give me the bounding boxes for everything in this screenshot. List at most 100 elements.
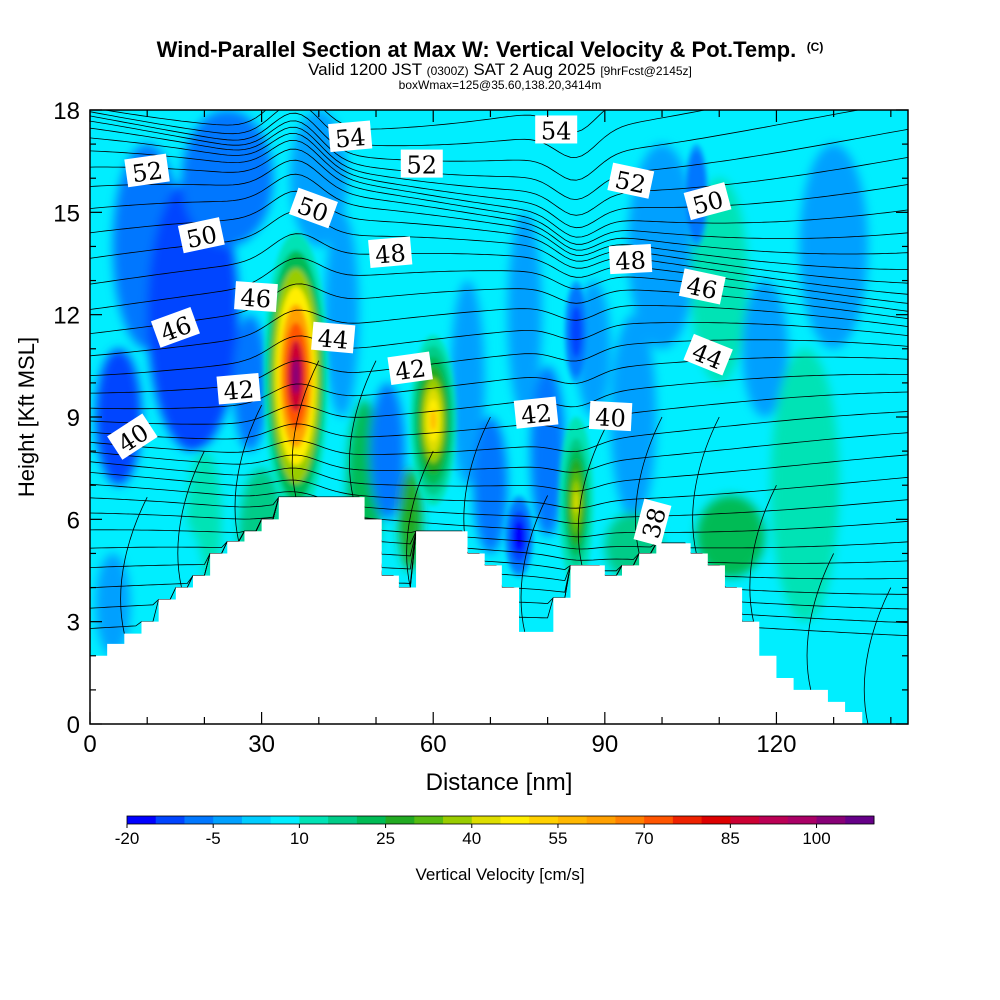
colorbar-tick-label: 40	[462, 829, 481, 848]
theta-contour-line	[90, 159, 908, 255]
colorbar-tick-label: 10	[290, 829, 309, 848]
contour-label-box	[288, 187, 338, 229]
velocity-patch	[324, 212, 359, 417]
theta-contour-line	[90, 257, 908, 312]
contour-label-box	[607, 162, 655, 199]
chart-subtitle-2: boxWmax=125@35.60,138.20,3414m	[399, 78, 602, 92]
theta-contour-line	[90, 190, 908, 284]
subtitle-forecast: [9hrFcst@2145z]	[600, 64, 692, 78]
colorbar-swatch	[356, 816, 387, 824]
colorbar-swatch	[270, 816, 300, 824]
theta-contour-line	[577, 428, 606, 566]
velocity-core	[291, 358, 300, 394]
contour-label-text: 46	[240, 284, 272, 314]
contour-label-text: 54	[541, 117, 572, 145]
contour-label-text: 42	[520, 399, 553, 430]
y-tick-label: 9	[67, 405, 80, 432]
colorbar-label: Vertical Velocity [cm/s]	[415, 865, 584, 884]
colorbar-swatch	[213, 816, 243, 824]
theta-contour-line	[90, 120, 908, 201]
theta-contour-line	[177, 450, 205, 588]
contour-label-box	[513, 396, 559, 429]
contour-label: 38	[633, 498, 672, 547]
contour-label-text: 52	[613, 166, 649, 200]
theta-contour-line	[90, 391, 908, 440]
contour-label: 46	[678, 268, 726, 305]
contour-label: 48	[608, 244, 653, 276]
y-axis-label: Height [Kft MSL]	[14, 337, 39, 497]
theta-contour-line	[692, 416, 720, 554]
colorbar-swatch	[127, 816, 157, 824]
contour-label-box	[400, 149, 443, 178]
velocity-patch	[833, 485, 903, 690]
y-tick-label: 6	[67, 507, 80, 534]
contour-label-box	[216, 372, 261, 405]
contour-label-text: 48	[615, 246, 647, 276]
x-axis: 0 30 60 90 120	[83, 110, 892, 758]
contour-label: 44	[311, 321, 356, 355]
velocity-patch	[473, 417, 508, 554]
chart-title: Wind-Parallel Section at Max W: Vertical…	[157, 37, 824, 62]
theta-contour-line	[90, 411, 908, 455]
colorbar-swatch	[816, 816, 846, 824]
theta-contour-line	[90, 132, 908, 229]
theta-contours	[90, 110, 908, 724]
contour-label: 50	[177, 217, 225, 254]
theta-contour-line	[90, 148, 908, 245]
title-copyright-mark: (C)	[807, 40, 824, 54]
contour-label-text: 50	[184, 220, 220, 254]
colorbar-tick-label: 55	[549, 829, 568, 848]
contour-label-box	[683, 182, 732, 221]
theta-contour-line	[90, 283, 908, 334]
theta-contour-line	[349, 360, 377, 498]
contour-label-text: 48	[374, 239, 407, 270]
theta-contour-line	[90, 472, 908, 509]
theta-contour-line	[90, 432, 908, 473]
velocity-core	[574, 491, 579, 513]
velocity-core	[430, 409, 437, 432]
colorbar-swatch	[672, 816, 703, 824]
contour-label: 54	[328, 120, 373, 154]
theta-contour-line	[90, 110, 707, 158]
colorbar-tick-label: 25	[376, 829, 395, 848]
contour-label: 42	[513, 396, 559, 430]
theta-contour-line	[291, 360, 320, 498]
contour-label-box	[311, 321, 356, 354]
theta-contour-line	[90, 210, 908, 295]
colorbar-swatch	[299, 816, 329, 824]
theta-contour-line	[406, 450, 434, 588]
contour-label-text: 46	[684, 271, 720, 305]
colorbar-swatch	[155, 816, 185, 824]
theta-contour-line	[90, 496, 908, 550]
colorbar-tick-label: -5	[206, 829, 221, 848]
contour-label-box	[588, 400, 633, 432]
velocity-patch	[696, 495, 765, 578]
colorbar-frame	[126, 815, 875, 825]
contour-label-text: 42	[393, 354, 427, 386]
colorbar-swatch	[586, 816, 616, 824]
contour-label-box	[608, 244, 653, 275]
contour-label-text: 44	[317, 324, 350, 355]
contour-label-text: 40	[595, 403, 627, 433]
colorbar	[126, 815, 875, 825]
theta-contour-line	[90, 173, 908, 270]
contour-label-text: 52	[130, 156, 164, 188]
x-tick-label: 90	[591, 731, 618, 758]
contour-label: 54	[535, 115, 578, 145]
contour-label: 40	[588, 400, 633, 433]
contour-label-box	[177, 217, 225, 254]
contour-label: 46	[234, 281, 278, 314]
y-axis: 0 3 6 9 12 15 18	[53, 98, 908, 739]
contour-label-box	[387, 351, 433, 386]
colorbar-swatch	[529, 816, 559, 824]
theta-contour-line	[90, 233, 908, 304]
velocity-patch	[742, 280, 788, 417]
theta-contour-line	[806, 553, 834, 690]
x-tick-label: 60	[420, 731, 447, 758]
colorbar-swatch	[443, 816, 473, 824]
velocity-patch	[181, 110, 274, 247]
velocity-patch	[376, 110, 491, 247]
y-tick-label: 18	[53, 98, 80, 125]
colorbar-swatch	[471, 816, 501, 824]
